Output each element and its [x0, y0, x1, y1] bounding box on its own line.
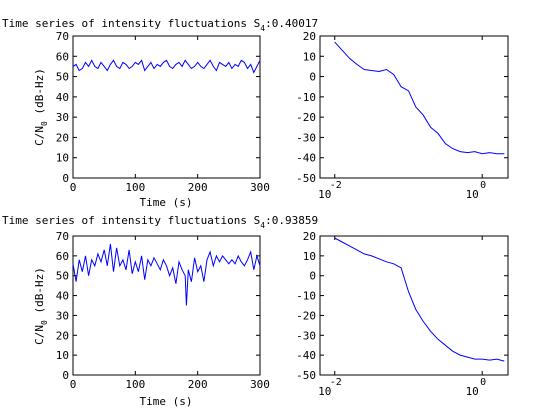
- y-tick-label: 40: [56, 91, 69, 104]
- y-tick-label: -20: [296, 309, 316, 322]
- axes-box: [319, 235, 509, 376]
- x-tick-label: 200: [188, 181, 208, 194]
- series-line-0: [72, 59, 261, 74]
- panel-bottom-left-xlabel: Time (s): [140, 395, 193, 408]
- y-tick-label: 70: [56, 30, 69, 43]
- series-line-0: [72, 243, 261, 306]
- axes-box: [72, 235, 261, 376]
- y-tick-label: 10: [56, 349, 69, 362]
- y-tick-label: 20: [303, 30, 316, 43]
- series-line-0: [334, 41, 505, 155]
- axes-box: [72, 35, 261, 179]
- y-tick-label: -30: [296, 131, 316, 144]
- panel-top-left-ylabel: C/N0 (dB-Hz): [33, 68, 49, 146]
- series-line-0: [334, 237, 505, 362]
- x-tick-label: 100: [125, 378, 145, 391]
- y-tick-label: 20: [303, 230, 316, 243]
- x-tick-label-exponent: 0: [480, 180, 486, 191]
- panel-top-left-xlabel: Time (s): [140, 196, 193, 209]
- y-tick-label: 0: [309, 71, 316, 84]
- y-tick-label: 0: [309, 270, 316, 283]
- y-tick-label: 10: [303, 50, 316, 63]
- y-tick-label: 30: [56, 111, 69, 124]
- x-tick-label: 100: [125, 181, 145, 194]
- y-tick-label: -30: [296, 329, 316, 342]
- y-tick-label: 10: [56, 152, 69, 165]
- x-tick-label-base: 10: [318, 385, 331, 398]
- panel-top-left-title: Time series of intensity fluctuations S4…: [2, 17, 318, 33]
- y-tick-label: 60: [56, 50, 69, 63]
- y-tick-label: 50: [56, 270, 69, 283]
- x-tick-label-base: 10: [466, 385, 479, 398]
- y-tick-label: 40: [56, 290, 69, 303]
- x-tick-label: 0: [70, 181, 77, 194]
- axes-box: [319, 35, 509, 179]
- x-tick-label-base: 10: [466, 188, 479, 201]
- x-tick-label-exponent: 0: [480, 377, 486, 388]
- y-tick-label: -10: [296, 290, 316, 303]
- y-tick-label: -10: [296, 91, 316, 104]
- x-tick-label-exponent: -2: [330, 377, 342, 388]
- x-tick-label: 200: [188, 378, 208, 391]
- panel-bottom-left-title: Time series of intensity fluctuations S4…: [2, 214, 318, 230]
- x-tick-label-base: 10: [318, 188, 331, 201]
- x-tick-label-exponent: -2: [330, 180, 342, 191]
- y-tick-label: -50: [296, 172, 316, 185]
- x-tick-label: 300: [250, 181, 270, 194]
- panel-top-left-plot: 0 10 20 30 40 50 60 70 0 100 200 300: [56, 30, 270, 194]
- y-tick-label: 20: [56, 131, 69, 144]
- y-tick-label: -40: [296, 349, 316, 362]
- y-tick-label: 70: [56, 230, 69, 243]
- y-tick-label: 0: [62, 172, 69, 185]
- y-tick-label: 10: [303, 250, 316, 263]
- panel-top-left: Time series of intensity fluctuations S4…: [2, 17, 318, 209]
- y-tick-label: 30: [56, 309, 69, 322]
- y-tick-label: -40: [296, 152, 316, 165]
- y-tick-label: 0: [62, 369, 69, 382]
- y-tick-label: 60: [56, 250, 69, 263]
- y-tick-label: -50: [296, 369, 316, 382]
- x-tick-label: 0: [70, 378, 77, 391]
- y-tick-label: -20: [296, 111, 316, 124]
- panel-bottom-left-ylabel: C/N0 (dB-Hz): [33, 267, 49, 345]
- y-tick-label: 50: [56, 71, 69, 84]
- panel-bottom-left-plot: 0 10 20 30 40 50 60 70 0 100 200 300: [56, 230, 270, 391]
- x-tick-label: 300: [250, 378, 270, 391]
- y-tick-label: 20: [56, 329, 69, 342]
- panel-bottom-left: Time series of intensity fluctuations S4…: [2, 214, 318, 408]
